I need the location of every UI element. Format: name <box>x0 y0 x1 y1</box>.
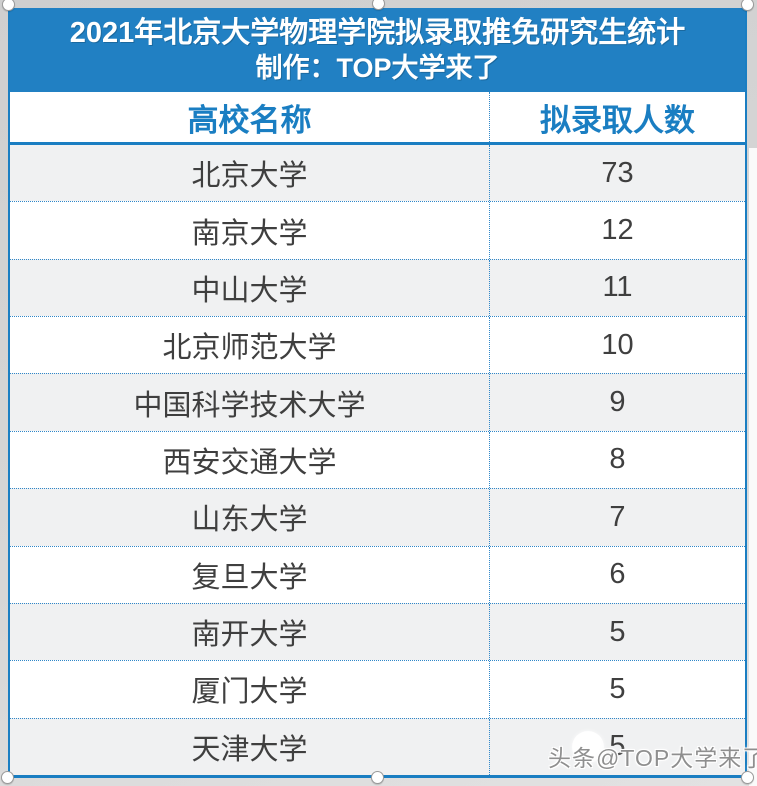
resize-handle-bottom-left[interactable] <box>1 771 14 784</box>
resize-handle-top-left[interactable] <box>2 0 15 11</box>
column-header-university: 高校名称 <box>10 92 490 142</box>
resize-handle-top-center[interactable] <box>372 0 385 10</box>
resize-handle-top-right[interactable] <box>741 0 754 11</box>
university-name-cell: 中山大学 <box>10 259 490 317</box>
watermark-text: 头条@TOP大学来了 <box>548 745 757 771</box>
university-name-cell: 北京大学 <box>10 145 490 202</box>
university-name-cell: 中国科学技术大学 <box>10 374 490 431</box>
admission-count-cell: 6 <box>609 558 626 591</box>
university-name-cell: 南京大学 <box>10 202 490 259</box>
university-name-cell: 复旦大学 <box>10 546 490 603</box>
table-subtitle: 制作：TOP大学来了 <box>255 53 500 83</box>
table-row: 复旦大学 6 <box>10 545 745 603</box>
university-name-cell: 山东大学 <box>10 489 490 546</box>
column-header-count: 拟录取人数 <box>540 102 695 138</box>
table-row: 西安交通大学 8 <box>10 430 745 489</box>
admission-count-cell: 10 <box>601 328 634 361</box>
university-name-cell: 北京师范大学 <box>10 317 490 374</box>
table-body: 北京大学 73 南京大学 12 中山大学 11 北京师范大学 10 中国科学技术… <box>10 145 745 775</box>
admission-count-cell: 5 <box>609 730 626 763</box>
table-row: 厦门大学 5 <box>10 660 745 718</box>
table-title: 2021年北京大学物理学院拟录取推免研究生统计 <box>69 17 686 49</box>
university-name-cell: 南开大学 <box>10 603 490 661</box>
resize-handle-bottom-right[interactable] <box>741 771 754 784</box>
admission-count-cell: 9 <box>609 386 626 419</box>
admission-count-cell: 11 <box>602 271 633 304</box>
admission-count-cell: 5 <box>609 615 626 648</box>
table-row: 南京大学 12 <box>10 201 745 259</box>
table-row: 天津大学 5 <box>10 717 745 775</box>
university-name-cell: 西安交通大学 <box>10 431 490 489</box>
statistics-table-object[interactable]: 2021年北京大学物理学院拟录取推免研究生统计 制作：TOP大学来了 高校名称 … <box>8 8 747 778</box>
table-row: 北京师范大学 10 <box>10 316 745 374</box>
table-row: 南开大学 5 <box>10 602 745 661</box>
university-name-cell: 厦门大学 <box>10 661 490 718</box>
resize-handle-bottom-center[interactable] <box>371 771 384 784</box>
table-row: 中山大学 11 <box>10 258 745 317</box>
university-name-cell: 天津大学 <box>10 718 490 775</box>
admission-count-cell: 12 <box>601 214 634 247</box>
table-row: 山东大学 7 <box>10 488 745 546</box>
table-title-banner: 2021年北京大学物理学院拟录取推免研究生统计 制作：TOP大学来了 <box>10 8 745 92</box>
table-header-row: 高校名称 拟录取人数 <box>10 92 745 145</box>
page-margin-light-strip <box>749 148 757 786</box>
admission-count-cell: 5 <box>609 672 626 705</box>
watermark: 头条@TOP大学来了 <box>548 731 757 773</box>
admission-count-cell: 73 <box>601 156 634 189</box>
table-row: 北京大学 73 <box>10 145 745 202</box>
admission-count-cell: 8 <box>609 443 626 476</box>
admission-count-cell: 7 <box>609 500 626 533</box>
table-row: 中国科学技术大学 9 <box>10 373 745 431</box>
